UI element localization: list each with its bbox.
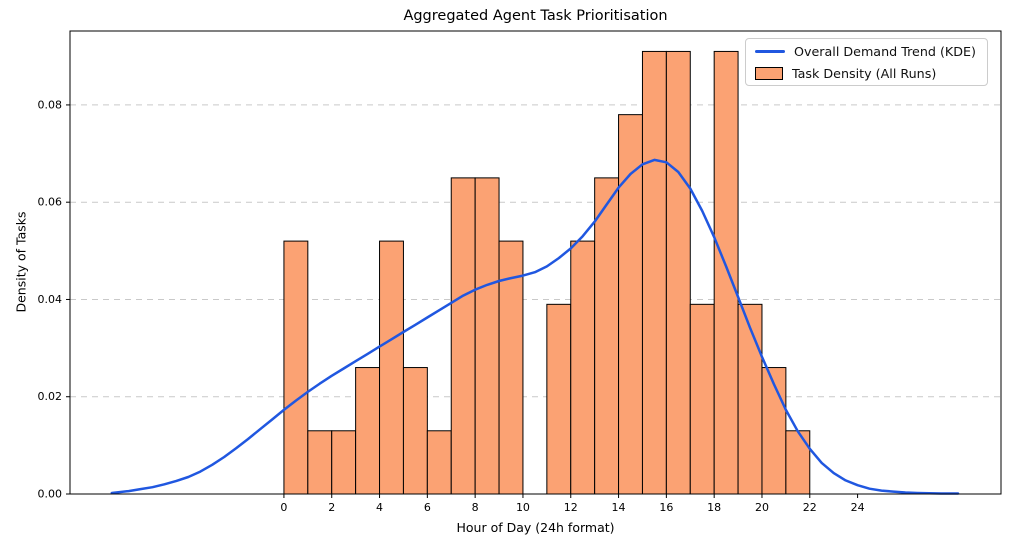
axes-spines: [69, 30, 1002, 495]
legend-label-histogram: Task Density (All Runs): [792, 65, 937, 81]
y-tick-label: 0.08: [38, 98, 63, 111]
y-tick-label: 0.06: [38, 196, 63, 209]
histogram-swatch-icon: [755, 66, 783, 80]
histogram-bar: [570, 240, 596, 495]
histogram-bar: [474, 177, 500, 495]
chart-title: Aggregated Agent Task Prioritisation: [403, 8, 668, 24]
histogram-bar: [450, 177, 476, 495]
histogram-bar: [426, 430, 452, 495]
histogram-bar: [283, 240, 309, 495]
kde-line: [110, 158, 960, 495]
histogram-bar: [594, 177, 620, 495]
x-tick-label: 12: [564, 501, 578, 514]
histogram-bar: [713, 50, 739, 495]
histogram-bar: [689, 303, 715, 495]
x-tick-label: 18: [707, 501, 721, 514]
histogram-bar: [641, 50, 667, 495]
x-tick-label: 24: [851, 501, 865, 514]
x-tick-label: 6: [424, 501, 431, 514]
x-tick-label: 16: [659, 501, 673, 514]
x-tick-label: 10: [516, 501, 530, 514]
histogram-bar: [307, 430, 333, 495]
legend-item-histogram: Task Density (All Runs): [755, 64, 981, 83]
histogram-bar: [402, 367, 428, 495]
legend-label-kde: Overall Demand Trend (KDE): [794, 43, 976, 59]
y-axis-label: Density of Tasks: [13, 211, 29, 313]
y-tick-label: 0.00: [38, 488, 63, 501]
y-tick-label: 0.02: [38, 390, 63, 403]
histogram-bar: [546, 303, 572, 495]
x-tick-label: 8: [472, 501, 479, 514]
x-tick-label: 2: [328, 501, 335, 514]
histogram-bar: [665, 50, 691, 495]
x-tick-label: 0: [280, 501, 287, 514]
legend-item-kde: Overall Demand Trend (KDE): [755, 42, 981, 61]
x-tick-label: 22: [803, 501, 817, 514]
x-tick-label: 20: [755, 501, 769, 514]
x-axis-label: Hour of Day (24h format): [456, 520, 615, 535]
x-tick-label: 4: [376, 501, 383, 514]
x-tick-label: 14: [612, 501, 626, 514]
histogram-bar: [331, 430, 357, 495]
y-tick-label: 0.04: [38, 293, 63, 306]
histogram-bar: [379, 240, 404, 495]
histogram-bar: [355, 367, 381, 495]
legend: Overall Demand Trend (KDE) Task Density …: [745, 38, 988, 86]
histogram-bar: [618, 114, 643, 495]
kde-line-swatch-icon: [755, 49, 785, 53]
histogram-bar: [785, 430, 811, 495]
histogram-bar: [737, 303, 763, 495]
